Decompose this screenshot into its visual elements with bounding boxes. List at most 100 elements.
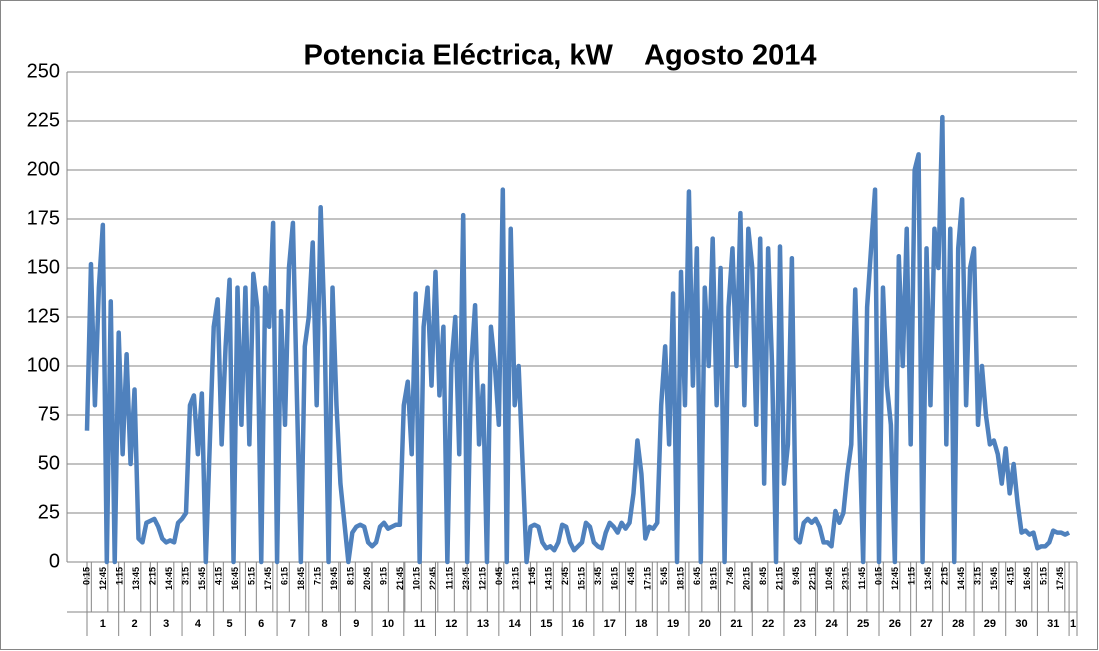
- day-label: 24: [825, 618, 838, 630]
- y-tick-label: 200: [27, 158, 60, 180]
- x-tick-label: 8:15: [346, 567, 356, 585]
- y-tick-label: 125: [27, 305, 60, 327]
- x-tick-label: 9:45: [791, 567, 801, 585]
- x-tick-label: 19:45: [329, 567, 339, 590]
- x-tick-label: 19:15: [709, 567, 719, 590]
- x-tick-label: 3:15: [181, 567, 191, 585]
- x-tick-label: 7:45: [725, 567, 735, 585]
- x-tick-label: 8:45: [758, 567, 768, 585]
- x-tick-label: 16:45: [1022, 567, 1032, 590]
- day-label: 12: [445, 618, 457, 630]
- day-label: 1: [100, 618, 106, 630]
- day-label: 20: [699, 618, 711, 630]
- x-tick-label: 2:45: [560, 567, 570, 585]
- x-tick-label: 0:15: [874, 567, 884, 585]
- x-tick-label: 20:45: [362, 567, 372, 590]
- day-label: 11: [414, 618, 426, 630]
- x-tick-label: 11:45: [857, 567, 867, 590]
- x-tick-label: 3:15: [973, 567, 983, 585]
- x-tick-label: 1:15: [115, 567, 125, 585]
- day-label: 26: [889, 618, 901, 630]
- day-label: 5: [226, 618, 232, 630]
- day-label: 29: [984, 618, 996, 630]
- y-tick-label: 25: [38, 501, 60, 523]
- x-tick-label: 14:45: [956, 567, 966, 590]
- x-tick-label: 11:15: [445, 567, 455, 590]
- x-tick-label: 0:45: [494, 567, 504, 585]
- x-tick-label: 12:15: [478, 567, 488, 590]
- day-label: 21: [730, 618, 742, 630]
- y-tick-label: 225: [27, 109, 60, 131]
- y-tick-label: 175: [27, 207, 60, 229]
- x-tick-label: 4:15: [214, 567, 224, 585]
- day-label: 17: [604, 618, 616, 630]
- day-label: 4: [195, 618, 202, 630]
- x-tick-label: 6:45: [692, 567, 702, 585]
- day-label: 18: [635, 618, 647, 630]
- x-tick-label: 13:45: [923, 567, 933, 590]
- day-label: 13: [477, 618, 489, 630]
- y-tick-label: 0: [49, 550, 60, 572]
- x-tick-label: 5:15: [1039, 567, 1049, 585]
- x-tick-label: 12:45: [890, 567, 900, 590]
- x-tick-label: 16:15: [610, 567, 620, 590]
- x-tick-label: 6:15: [280, 567, 290, 585]
- day-label: 30: [1015, 618, 1027, 630]
- day-label: 1: [1070, 618, 1076, 630]
- x-tick-label: 17:15: [643, 567, 653, 590]
- x-tick-label: 0:15: [82, 567, 92, 585]
- x-tick-label: 15:15: [577, 567, 587, 590]
- x-tick-label: 10:45: [824, 567, 834, 590]
- x-tick-label: 3:45: [593, 567, 603, 585]
- x-tick-label: 2:15: [148, 567, 158, 585]
- x-tick-label: 18:15: [676, 567, 686, 590]
- day-label: 8: [322, 618, 328, 630]
- x-tick-label: 18:45: [296, 567, 306, 590]
- x-tick-label: 14:45: [164, 567, 174, 590]
- x-tick-label: 22:45: [428, 567, 438, 590]
- x-tick-label: 21:45: [395, 567, 405, 590]
- power-line: [84, 114, 1071, 565]
- day-label: 10: [382, 618, 394, 630]
- day-label: 14: [509, 618, 522, 630]
- x-tick-label: 7:15: [313, 567, 323, 585]
- x-tick-label: 17:45: [263, 567, 273, 590]
- x-tick-label: 21:15: [775, 567, 785, 590]
- x-tick-label: 16:45: [230, 567, 240, 590]
- day-label: 27: [920, 618, 932, 630]
- day-label: 9: [353, 618, 359, 630]
- day-label: 7: [290, 618, 296, 630]
- x-tick-label: 13:45: [131, 567, 141, 590]
- y-tick-label: 100: [27, 354, 60, 376]
- day-label: 28: [952, 618, 964, 630]
- day-label: 19: [667, 618, 679, 630]
- x-tick-label: 10:15: [412, 567, 422, 590]
- x-tick-label: 4:15: [1006, 567, 1016, 585]
- x-tick-label: 14:15: [544, 567, 554, 590]
- x-tick-label: 20:15: [742, 567, 752, 590]
- y-tick-label: 75: [38, 403, 60, 425]
- x-tick-label: 23:45: [461, 567, 471, 590]
- y-tick-label: 150: [27, 256, 60, 278]
- y-tick-label: 250: [27, 60, 60, 82]
- x-tick-label: 22:15: [808, 567, 818, 590]
- day-label: 15: [540, 618, 552, 630]
- x-tick-label: 1:45: [527, 567, 537, 585]
- x-tick-label: 15:45: [989, 567, 999, 590]
- day-label: 23: [794, 618, 806, 630]
- x-tick-label: 1:15: [907, 567, 917, 585]
- x-tick-label: 12:45: [98, 567, 108, 590]
- day-label: 16: [572, 618, 584, 630]
- x-tick-label: 23:15: [841, 567, 851, 590]
- day-label: 6: [258, 618, 264, 630]
- day-label: 2: [131, 618, 137, 630]
- day-label: 31: [1047, 618, 1059, 630]
- x-tick-label: 5:15: [247, 567, 257, 585]
- x-tick-label: 13:15: [511, 567, 521, 590]
- x-tick-label: 2:15: [940, 567, 950, 585]
- x-tick-label: 4:45: [626, 567, 636, 585]
- x-tick-label: 5:45: [659, 567, 669, 585]
- y-tick-label: 50: [38, 452, 60, 474]
